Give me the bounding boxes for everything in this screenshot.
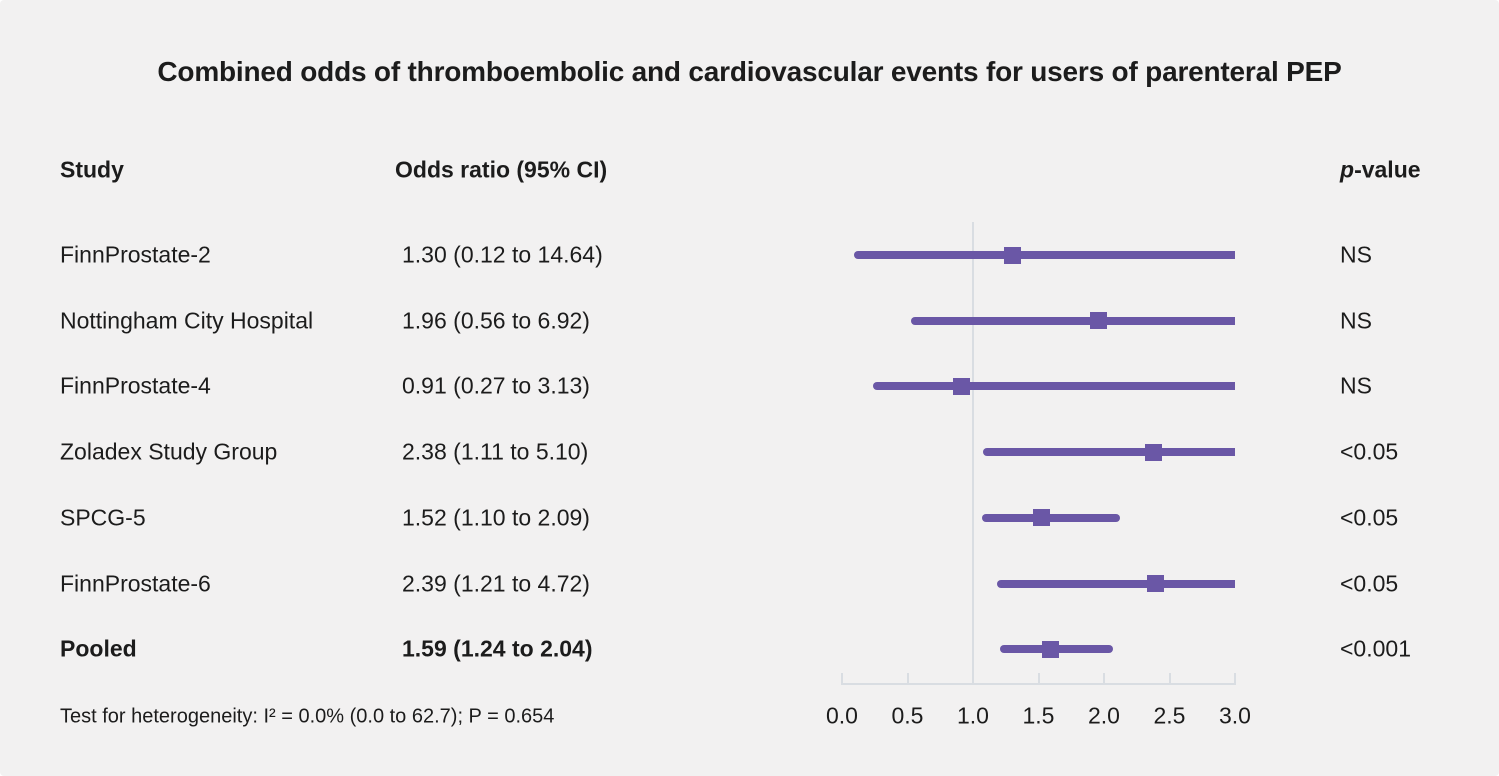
axis-tick-label: 0.5 xyxy=(891,702,924,729)
point-estimate-marker xyxy=(1146,575,1164,593)
odds-ratio-value: 1.52 (1.10 to 2.09) xyxy=(402,504,590,531)
odds-ratio-value: 1.59 (1.24 to 2.04) xyxy=(402,635,593,662)
reference-line xyxy=(972,222,974,683)
p-value: <0.001 xyxy=(1340,635,1411,662)
study-name: SPCG-5 xyxy=(60,504,146,531)
odds-ratio-value: 2.38 (1.11 to 5.10) xyxy=(402,438,589,465)
ci-bar xyxy=(873,382,1235,391)
column-header-odds-ratio: Odds ratio (95% CI) xyxy=(395,156,608,183)
odds-ratio-value: 1.96 (0.56 to 6.92) xyxy=(402,307,590,334)
odds-ratio-value: 0.91 (0.27 to 3.13) xyxy=(402,372,590,399)
ci-bar xyxy=(853,251,1235,259)
axis-line xyxy=(841,683,1236,685)
axis-tick-label: 0.0 xyxy=(826,702,858,729)
ci-bar xyxy=(911,316,1235,325)
column-header-p-value: p-value xyxy=(1340,157,1421,184)
point-estimate-marker xyxy=(1041,640,1059,658)
study-name: Pooled xyxy=(60,635,137,662)
axis-tick-label: 2.5 xyxy=(1153,702,1186,729)
study-name: FinnProstate-6 xyxy=(60,570,211,597)
axis-tick xyxy=(1168,673,1171,683)
point-estimate-marker xyxy=(1145,443,1163,461)
p-value-header-italic-p: p xyxy=(1340,156,1355,183)
p-value: <0.05 xyxy=(1340,570,1399,597)
study-name: FinnProstate-4 xyxy=(60,372,211,399)
p-value-header-suffix: -value xyxy=(1354,156,1421,183)
p-value: NS xyxy=(1340,241,1372,268)
axis-tick xyxy=(1234,673,1236,683)
p-value: NS xyxy=(1340,307,1372,334)
odds-ratio-value: 2.39 (1.21 to 4.72) xyxy=(402,570,590,597)
odds-ratio-value: 1.30 (0.12 to 14.64) xyxy=(402,241,603,268)
ci-bar xyxy=(982,513,1120,522)
axis-tick xyxy=(841,673,843,683)
p-value: <0.05 xyxy=(1340,504,1399,531)
heterogeneity-note: Test for heterogeneity: I² = 0.0% (0.0 t… xyxy=(60,705,555,728)
ci-bar xyxy=(996,579,1235,588)
column-header-study: Study xyxy=(60,156,124,183)
axis-tick-label: 3.0 xyxy=(1219,702,1251,729)
axis-tick-label: 1.0 xyxy=(957,702,989,729)
p-value: NS xyxy=(1340,372,1372,399)
p-value: <0.05 xyxy=(1340,438,1399,465)
ci-bar xyxy=(983,448,1235,457)
axis-tick xyxy=(972,673,974,683)
axis-tick-label: 2.0 xyxy=(1088,702,1120,729)
axis-tick xyxy=(1037,673,1040,683)
axis-tick xyxy=(1103,673,1105,683)
study-name: Zoladex Study Group xyxy=(60,438,278,465)
point-estimate-marker xyxy=(952,377,970,395)
study-name: FinnProstate-2 xyxy=(60,241,211,268)
figure-title: Combined odds of thromboembolic and card… xyxy=(157,56,1342,87)
study-name: Nottingham City Hospital xyxy=(60,307,314,334)
axis-tick-label: 1.5 xyxy=(1022,702,1055,729)
point-estimate-marker xyxy=(1003,246,1021,264)
point-estimate-marker xyxy=(1090,312,1108,330)
axis-tick xyxy=(906,673,909,683)
point-estimate-marker xyxy=(1032,509,1050,527)
